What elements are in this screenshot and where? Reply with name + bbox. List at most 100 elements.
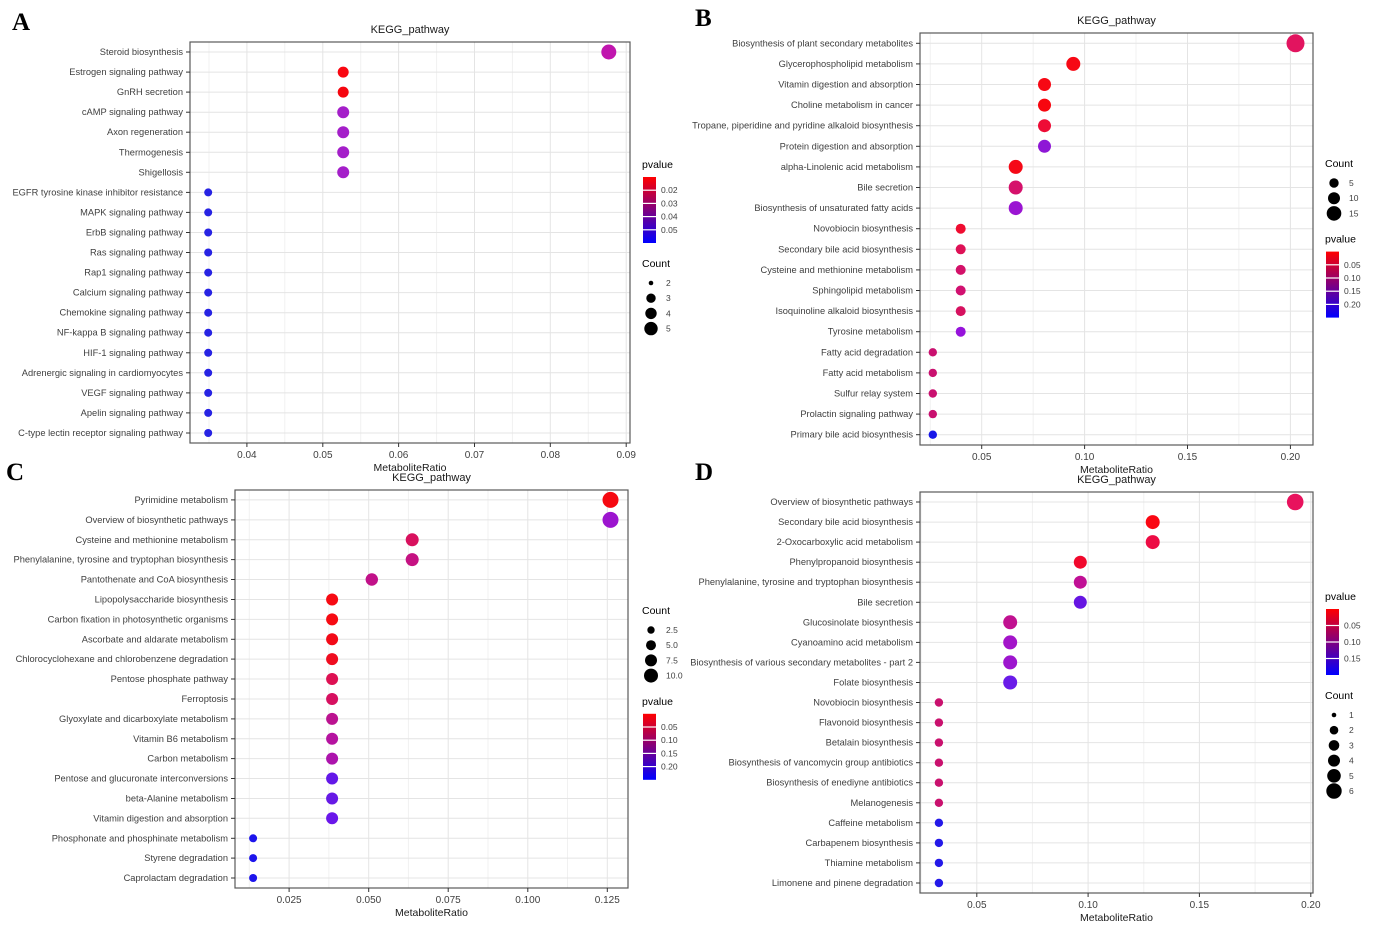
pvalue-legend-label: 0.04	[661, 212, 678, 222]
count-legend-label: 1	[1349, 710, 1354, 720]
y-axis-label: Protein digestion and absorption	[780, 141, 913, 151]
data-point	[602, 491, 619, 508]
x-tick-label: 0.125	[595, 895, 620, 906]
pvalue-legend-title: pvalue	[642, 696, 673, 708]
data-point	[249, 834, 258, 843]
data-point	[1003, 635, 1018, 650]
data-point	[1066, 56, 1081, 71]
data-point	[955, 264, 966, 275]
x-tick-label: 0.06	[389, 450, 409, 461]
panel-label-a: A	[12, 9, 31, 36]
pvalue-legend-label: 0.20	[1344, 299, 1361, 309]
y-axis-label: GnRH secretion	[117, 87, 183, 97]
data-point	[337, 166, 350, 179]
data-point	[1038, 78, 1051, 91]
count-legend-label: 4	[1349, 756, 1354, 766]
y-axis-label: Axon regeneration	[107, 127, 183, 137]
panel-border	[234, 489, 629, 889]
x-tick-label: 0.05	[972, 452, 992, 463]
count-legend-dot	[1328, 740, 1340, 751]
y-axis-label: Choline metabolism in cancer	[791, 100, 913, 110]
y-axis-label: Sphingolipid metabolism	[812, 286, 913, 296]
panel-border	[189, 41, 631, 444]
y-axis-label: Biosynthesis of various secondary metabo…	[690, 657, 913, 667]
y-axis-label: Ras signaling pathway	[90, 248, 183, 258]
pvalue-legend-title: pvalue	[1325, 234, 1356, 246]
panel-label-b: B	[695, 5, 712, 32]
data-point	[204, 368, 213, 377]
data-point	[934, 698, 944, 707]
y-axis-label: HIF-1 signaling pathway	[83, 348, 183, 358]
count-legend-label: 2	[666, 278, 671, 288]
y-axis-label: Flavonoid biosynthesis	[819, 718, 913, 728]
y-axis-label: Carbapenem biosynthesis	[806, 838, 914, 848]
y-axis-label: Novobiocin biosynthesis	[813, 698, 913, 708]
y-axis-label: cAMP signaling pathway	[82, 107, 183, 117]
y-axis-label: Vitamin digestion and absorption	[93, 813, 228, 823]
y-axis-label: Bile secretion	[857, 183, 913, 193]
data-point	[204, 228, 213, 237]
count-legend-dot	[644, 321, 658, 336]
panel-label-d: D	[695, 459, 714, 486]
data-point	[928, 389, 937, 398]
count-legend-dot	[644, 668, 658, 683]
y-axis-label: Chemokine signaling pathway	[59, 308, 183, 318]
data-point	[326, 712, 339, 725]
data-point	[326, 812, 339, 825]
y-axis-label: NF-kappa B signaling pathway	[57, 328, 183, 338]
data-point	[934, 838, 944, 848]
y-axis-label: Adrenergic signaling in cardiomyocytes	[22, 368, 184, 378]
count-legend-dot	[645, 307, 657, 320]
data-point	[365, 573, 378, 586]
data-point	[934, 778, 944, 787]
pvalue-legend-label: 0.02	[661, 185, 678, 195]
data-point	[204, 408, 213, 417]
count-legend-label: 10	[1349, 193, 1359, 203]
data-point	[1003, 615, 1018, 630]
x-tick-label: 0.09	[616, 450, 636, 461]
panel-b: 0.05 0.10 0.15 0.20 MetaboliteRatio KEGG_path…	[692, 15, 1361, 476]
data-point	[249, 874, 258, 882]
x-tick-label: 0.05	[967, 900, 987, 911]
y-axis-label: Shigellosis	[139, 167, 184, 177]
pvalue-legend-label: 0.15	[661, 748, 678, 758]
plot-background	[920, 33, 1313, 445]
data-point	[326, 613, 339, 626]
pvalue-legend-label: 0.05	[661, 722, 678, 732]
y-axis-label: Overview of biosynthetic pathways	[770, 497, 913, 507]
x-tick-label: 0.07	[465, 450, 485, 461]
count-legend-dot	[1328, 192, 1340, 205]
x-tick-label: 0.20	[1281, 452, 1301, 463]
y-axis-label: Cysteine and methionine metabolism	[761, 265, 914, 275]
plot-background	[190, 42, 630, 443]
pvalue-legend-label: 0.05	[1344, 621, 1361, 631]
pvalue-legend-title: pvalue	[1325, 591, 1356, 603]
data-point	[955, 244, 966, 255]
count-legend-dot	[1328, 754, 1340, 767]
y-axis-label: Carbon metabolism	[147, 754, 228, 764]
count-legend-dot	[1326, 783, 1342, 799]
data-point	[1008, 159, 1023, 174]
count-legend-dot	[648, 280, 654, 286]
y-axis-label: Pyrimidine metabolism	[134, 495, 228, 505]
y-axis-label: VEGF signaling pathway	[81, 388, 183, 398]
panel-d: 0.05 0.10 0.15 0.20 MetaboliteRatio KEGG_path…	[690, 474, 1361, 924]
y-axis-label: Cysteine and methionine metabolism	[76, 535, 229, 545]
data-point	[1286, 34, 1305, 53]
x-axis-title: MetaboliteRatio	[395, 907, 468, 919]
y-axis-label: Primary bile acid biosynthesis	[791, 430, 914, 440]
count-legend-label: 5	[1349, 771, 1354, 781]
data-point	[326, 752, 339, 765]
data-point	[934, 798, 944, 807]
y-axis-label: Pentose and glucuronate interconversions	[54, 774, 228, 784]
data-point	[204, 348, 213, 357]
y-axis-label: Secondary bile acid biosynthesis	[778, 244, 913, 254]
pvalue-legend-label: 0.05	[1344, 260, 1361, 270]
count-legend-label: 10.0	[666, 671, 683, 681]
data-point	[204, 268, 213, 277]
count-legend-dot	[646, 640, 656, 651]
pvalue-legend-title: pvalue	[642, 159, 673, 171]
y-axis-label: Melanogenesis	[850, 798, 913, 808]
pvalue-legend-label: 0.10	[1344, 273, 1361, 283]
